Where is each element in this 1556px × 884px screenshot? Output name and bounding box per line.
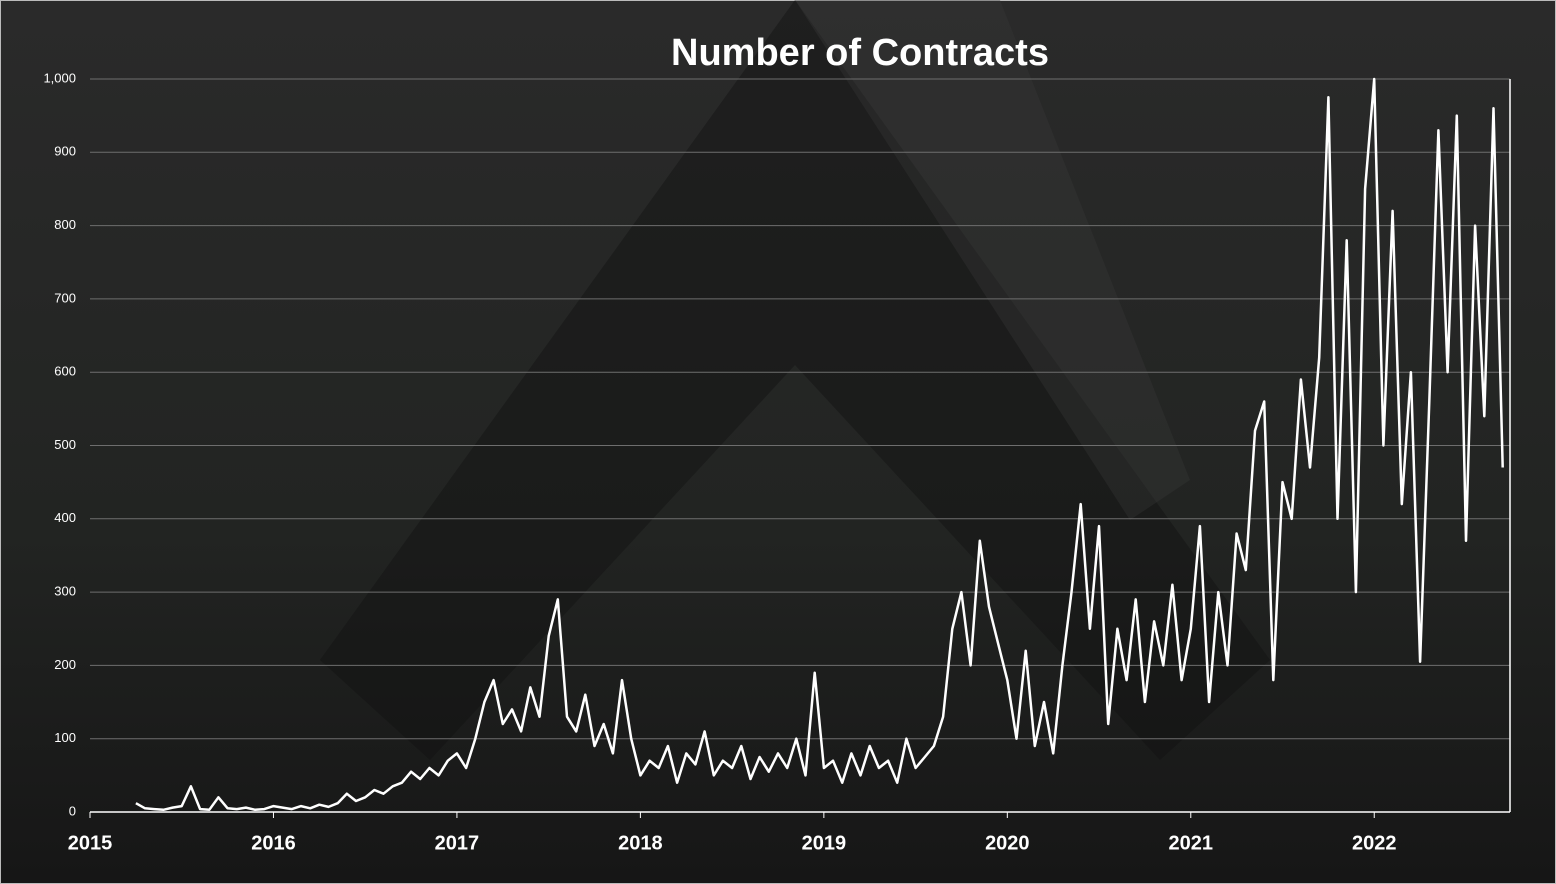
y-tick-label: 1,000	[43, 70, 76, 85]
x-tick-label: 2017	[435, 832, 480, 854]
x-tick-label: 2022	[1352, 832, 1397, 854]
y-tick-label: 800	[54, 217, 76, 232]
x-tick-label: 2018	[618, 832, 663, 854]
data-line	[135, 77, 1504, 812]
y-tick-label: 0	[69, 803, 76, 818]
y-tick-label: 200	[54, 657, 76, 672]
y-tick-label: 400	[54, 510, 76, 525]
background-logo-edge	[795, 0, 1190, 520]
y-tick-label: 500	[54, 437, 76, 452]
chart-title: Number of Contracts	[671, 32, 1049, 74]
background-logo	[320, 0, 1270, 760]
y-tick-label: 300	[54, 584, 76, 599]
y-tick-label: 900	[54, 144, 76, 159]
x-tick-label: 2021	[1169, 832, 1214, 854]
x-tick-label: 2015	[68, 832, 113, 854]
y-tick-label: 600	[54, 364, 76, 379]
y-tick-label: 100	[54, 730, 76, 745]
x-tick-label: 2020	[985, 832, 1030, 854]
x-tick-label: 2016	[251, 832, 296, 854]
x-tick-label: 2019	[802, 832, 847, 854]
y-tick-label: 700	[54, 290, 76, 305]
